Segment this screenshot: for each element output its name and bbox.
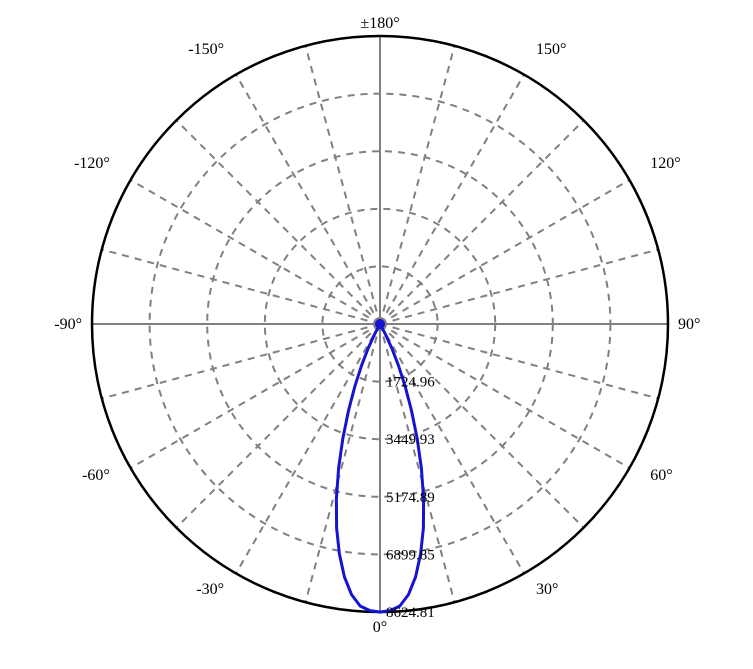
angle-label: -30° xyxy=(196,581,224,598)
polar-chart: 1724.96 3449.93 5174.89 6899.85 8624.810° 30°… xyxy=(0,0,753,669)
center-dot xyxy=(375,319,385,329)
ring-label: 8624.81 xyxy=(386,605,435,621)
angle-label: -90° xyxy=(54,316,82,333)
angle-label: -120° xyxy=(74,155,110,172)
angle-label: ±180° xyxy=(360,15,399,32)
ring-label: 6899.85 xyxy=(386,547,435,563)
ring-label: 1724.96 xyxy=(386,375,435,391)
angle-label: 60° xyxy=(650,467,672,484)
ring-label: 5174.89 xyxy=(386,490,435,506)
angle-label: -60° xyxy=(82,467,110,484)
angle-label: 90° xyxy=(678,316,700,333)
angle-label: -150° xyxy=(188,41,224,58)
angle-label: 120° xyxy=(650,155,680,172)
angle-label: 30° xyxy=(536,581,558,598)
ring-label: 3449.93 xyxy=(386,432,435,448)
angle-label: 0° xyxy=(373,619,387,636)
angle-label: 150° xyxy=(536,41,566,58)
